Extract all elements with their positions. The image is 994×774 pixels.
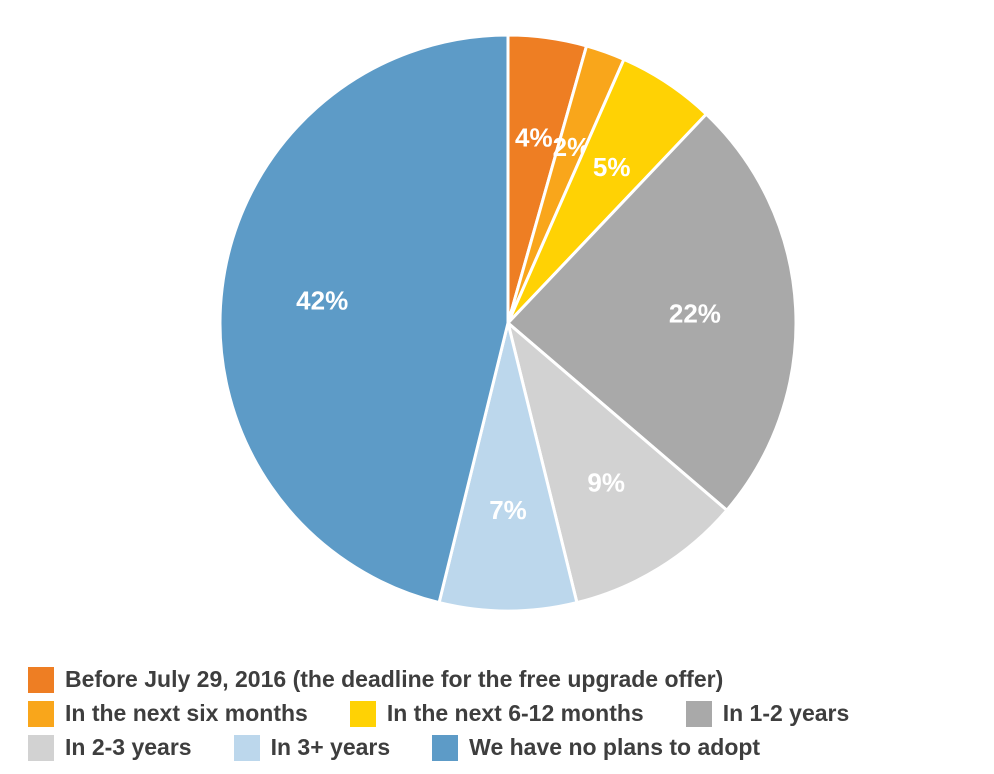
- legend-item-6: We have no plans to adopt: [432, 734, 760, 761]
- pie-slice-5: [437, 321, 579, 613]
- legend-swatch-icon: [432, 734, 459, 761]
- legend-item-4: In 2-3 years: [28, 734, 192, 761]
- pie-slice-value-label-3: 22%: [669, 298, 721, 328]
- legend-swatch-icon: [349, 700, 376, 727]
- legend-label: Before July 29, 2016 (the deadline for t…: [65, 666, 724, 692]
- legend-item-5: In 3+ years: [233, 734, 391, 761]
- pie-slice-value-label-4: 9%: [587, 467, 625, 497]
- legend-row-1: In the next six months In the next 6-12 m…: [28, 700, 849, 727]
- legend-label: In 1-2 years: [722, 700, 850, 726]
- pie-slice-3: [506, 112, 798, 512]
- legend: Before July 29, 2016 (the deadline for t…: [28, 666, 849, 768]
- pie-slice-value-label-6: 42%: [296, 285, 348, 315]
- legend-label: We have no plans to adopt: [469, 734, 761, 760]
- legend-item-2: In the next 6-12 months: [349, 700, 644, 727]
- legend-swatch-icon: [233, 734, 260, 761]
- legend-row-0: Before July 29, 2016 (the deadline for t…: [28, 666, 849, 693]
- legend-label: In the next six months: [65, 700, 308, 726]
- legend-item-1: In the next six months: [28, 700, 308, 727]
- legend-row-2: In 2-3 years In 3+ years We have no plans …: [28, 734, 849, 761]
- legend-label: In 2-3 years: [65, 734, 192, 760]
- legend-item-3: In 1-2 years: [685, 700, 850, 727]
- legend-label: In 3+ years: [270, 734, 391, 760]
- legend-swatch-icon: [685, 700, 712, 727]
- legend-swatch-icon: [28, 734, 54, 761]
- legend-swatch-icon: [28, 700, 54, 727]
- legend-item-0: Before July 29, 2016 (the deadline for t…: [28, 666, 723, 693]
- legend-swatch-icon: [28, 666, 54, 693]
- pie-slice-value-label-2: 5%: [593, 152, 631, 182]
- legend-label: In the next 6-12 months: [386, 700, 644, 726]
- pie-slice-value-label-5: 7%: [489, 495, 527, 525]
- pie-chart: 4% 2%5%22%9%7%42%: [218, 33, 798, 613]
- pie-slice-value-label-0: 4%: [515, 123, 553, 153]
- pie-slice-4: [506, 321, 729, 605]
- pie-slice-6: [218, 33, 510, 605]
